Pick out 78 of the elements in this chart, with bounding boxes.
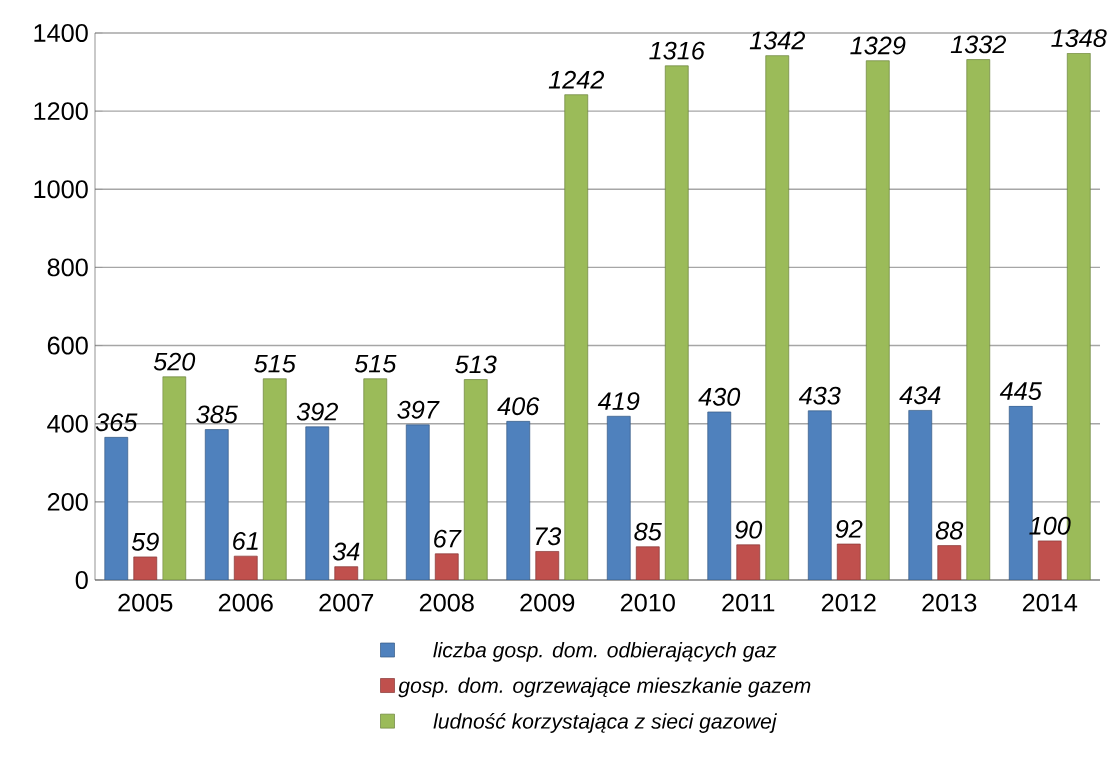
bar <box>363 378 388 580</box>
bar <box>104 437 129 580</box>
data-label: 515 <box>354 354 397 373</box>
data-label: 73 <box>535 527 562 546</box>
data-label: 385 <box>196 405 238 424</box>
bar <box>162 376 187 580</box>
data-label: 1329 <box>850 36 906 55</box>
data-label: 1348 <box>1051 29 1107 48</box>
bar <box>434 553 459 580</box>
x-tick-label: 2009 <box>520 593 575 612</box>
data-label: 59 <box>131 532 159 551</box>
x-tick-label: 2006 <box>218 593 273 612</box>
bar <box>463 379 488 580</box>
data-label: 34 <box>332 542 360 561</box>
data-label: 88 <box>935 521 964 540</box>
bar <box>204 429 229 580</box>
bar <box>606 415 631 580</box>
bar <box>635 546 660 580</box>
bar <box>865 60 890 580</box>
data-label: 406 <box>497 397 540 416</box>
x-tick-label: 2012 <box>821 593 876 612</box>
bar <box>334 566 359 580</box>
data-label: 397 <box>397 400 440 419</box>
y-tick-label: 200 <box>47 492 88 511</box>
x-tick-label: 2010 <box>620 593 675 612</box>
y-tick-label: 1400 <box>34 24 88 42</box>
data-label: 419 <box>597 392 640 411</box>
data-label: 92 <box>835 519 863 538</box>
data-label: 430 <box>698 387 741 406</box>
bar <box>664 65 689 580</box>
data-label: 1242 <box>548 70 605 89</box>
bar <box>765 55 790 580</box>
legend-label: liczba gosp. dom. odbierających gaz <box>433 642 777 662</box>
bar <box>262 378 287 580</box>
x-tick-label: 2011 <box>722 593 775 612</box>
x-tick-label: 2007 <box>319 593 374 612</box>
data-label: 515 <box>254 354 296 373</box>
y-tick-label: 0 <box>75 571 88 589</box>
x-tick-label: 2005 <box>118 593 173 612</box>
bar <box>133 556 158 580</box>
data-label: 61 <box>233 532 258 550</box>
bar <box>807 410 832 580</box>
legend-label: gosp. dom. ogrzewające mieszkanie gazem <box>398 677 811 698</box>
bar <box>908 410 933 580</box>
data-label: 85 <box>634 522 662 541</box>
bar <box>233 555 258 580</box>
bar <box>836 543 861 580</box>
y-tick-label: 1200 <box>34 102 88 121</box>
data-label: 365 <box>95 413 138 432</box>
bar <box>535 551 560 580</box>
data-label: 90 <box>735 520 763 539</box>
data-label: 1316 <box>649 41 705 60</box>
bar <box>937 545 962 580</box>
data-label: 520 <box>153 352 196 371</box>
y-tick-label: 1000 <box>34 180 88 199</box>
x-tick-label: 2014 <box>1022 593 1078 612</box>
y-tick-label: 800 <box>47 258 88 277</box>
y-tick-label: 400 <box>47 414 88 433</box>
bar <box>405 424 430 580</box>
bar <box>966 59 991 580</box>
data-label: 513 <box>455 355 497 374</box>
data-label: 67 <box>434 529 462 548</box>
bar <box>564 94 589 580</box>
data-label: 392 <box>296 402 338 421</box>
legend-label: ludność korzystająca z sieci gazowej <box>433 713 777 733</box>
bar <box>707 411 732 580</box>
x-tick-label: 2013 <box>922 593 977 612</box>
bar <box>305 426 330 580</box>
x-tick-label: 2008 <box>419 593 474 612</box>
data-label: 445 <box>999 382 1042 400</box>
bar <box>736 544 761 580</box>
bar <box>506 421 531 580</box>
data-label: 1342 <box>749 31 806 50</box>
data-label: 1332 <box>950 35 1007 54</box>
y-tick-label: 600 <box>47 336 88 355</box>
data-label: 433 <box>798 386 841 405</box>
bar <box>1037 540 1062 580</box>
data-label: 434 <box>899 386 941 405</box>
